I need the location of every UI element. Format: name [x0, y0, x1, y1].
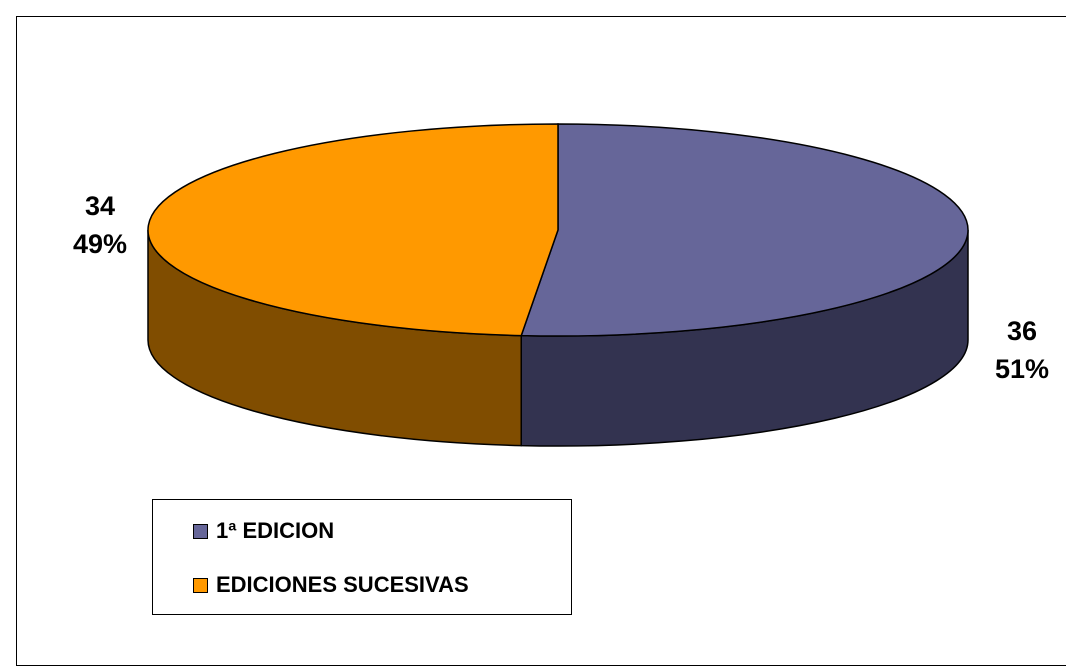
data-label-value-0: 36 — [1007, 316, 1037, 346]
legend-swatch-1 — [193, 577, 208, 593]
data-label-value-1: 34 — [85, 191, 115, 221]
legend-item-0: 1ª EDICION — [193, 518, 334, 544]
pie-slice-1 — [147, 123, 559, 337]
data-label-percent-1: 49% — [73, 229, 127, 259]
legend-label-0: 1ª EDICION — [216, 518, 335, 543]
legend: 1ª EDICION EDICIONES SUCESIVAS — [152, 499, 572, 615]
legend-swatch-0 — [193, 523, 208, 539]
pie-slice-0 — [520, 123, 969, 337]
legend-label-1: EDICIONES SUCESIVAS — [216, 572, 469, 597]
data-label-percent-0: 51% — [995, 354, 1049, 384]
legend-item-1: EDICIONES SUCESIVAS — [193, 572, 469, 598]
